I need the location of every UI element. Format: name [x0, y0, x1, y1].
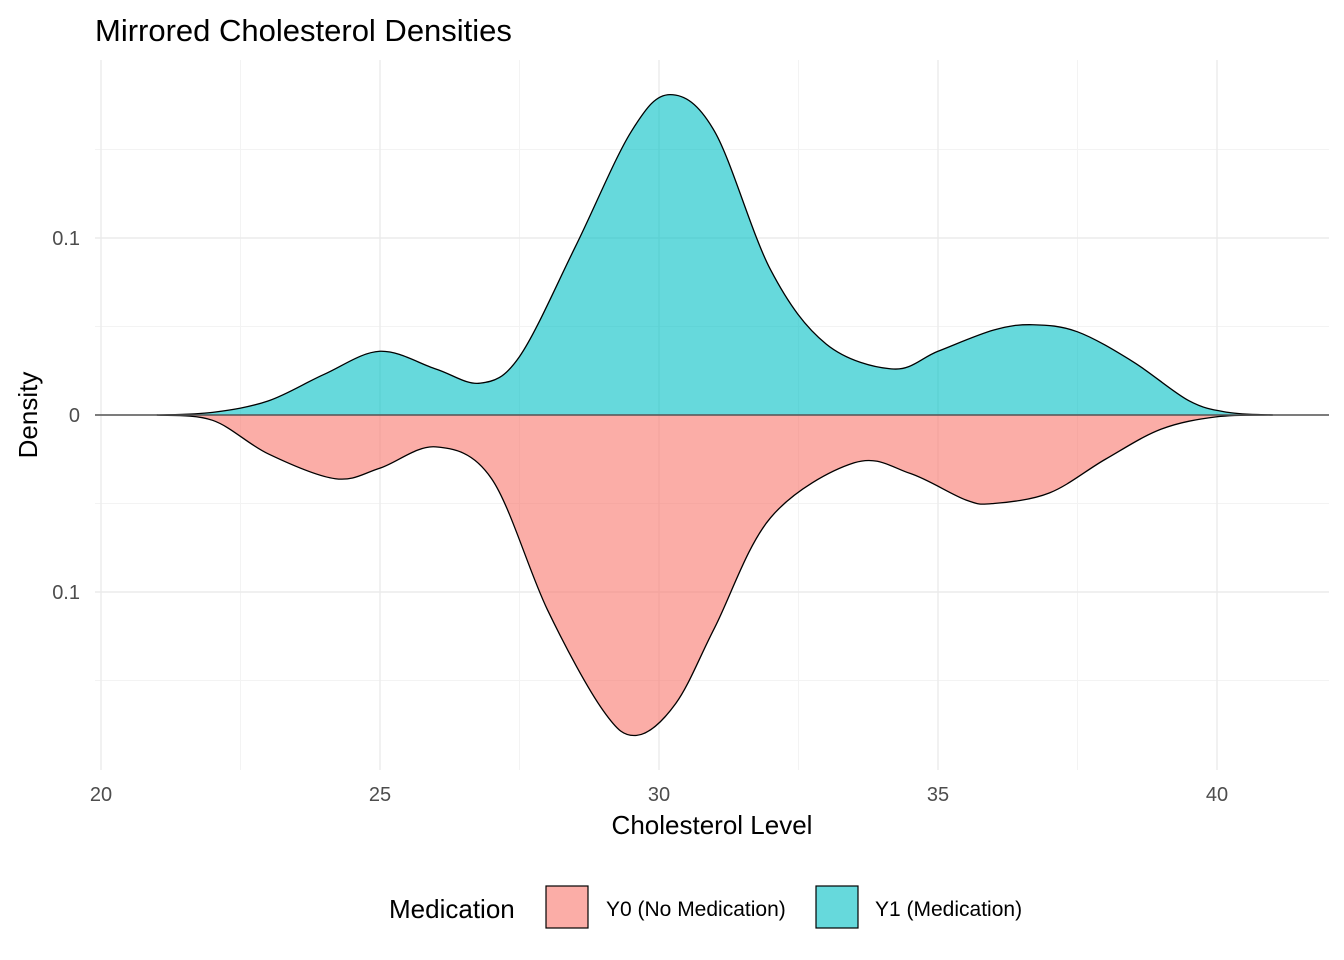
y-tick-label: 0	[69, 405, 80, 427]
density-outline-y1	[156, 93, 1273, 416]
legend-key-y1	[815, 885, 859, 929]
density-area-y0	[156, 415, 1273, 736]
y-axis-ticks: 0.1 0 0.1	[52, 228, 80, 604]
legend-label-y0: Y0 (No Medication)	[606, 898, 786, 921]
x-axis-title: Cholesterol Level	[612, 810, 813, 840]
legend: Medication Y0 (No Medication) Y1 (Medica…	[389, 885, 1022, 929]
y-tick-label: 0.1	[52, 228, 80, 250]
y-tick-label: 0.1	[52, 582, 80, 604]
x-axis-ticks: 20 25 30 35 40	[90, 784, 1228, 806]
density-areas	[156, 93, 1273, 737]
density-area-y1	[156, 94, 1273, 415]
x-tick-label: 20	[90, 784, 112, 806]
x-tick-label: 25	[369, 784, 391, 806]
legend-title: Medication	[389, 894, 515, 924]
legend-key-y0	[545, 885, 589, 929]
y-axis-title: Density	[13, 372, 43, 459]
x-tick-label: 40	[1206, 784, 1228, 806]
legend-label-y1: Y1 (Medication)	[875, 898, 1022, 921]
chart-title: Mirrored Cholesterol Densities	[95, 13, 512, 48]
x-tick-label: 30	[648, 784, 670, 806]
x-tick-label: 35	[927, 784, 949, 806]
density-outline-y0	[156, 414, 1273, 737]
